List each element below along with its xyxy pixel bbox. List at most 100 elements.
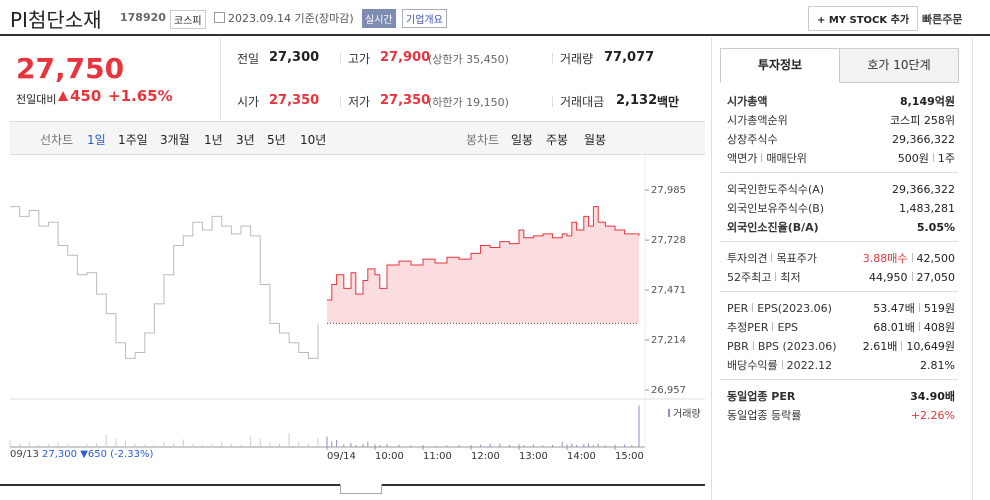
invest-tab[interactable]: 투자정보 <box>720 48 840 83</box>
overview-button[interactable]: 기업개요 <box>402 9 447 28</box>
volume-bar <box>604 445 606 447</box>
up-arrow <box>58 91 68 101</box>
volume-bar <box>202 444 203 447</box>
section-divider <box>720 241 958 242</box>
volume-bar <box>163 442 165 447</box>
collapse-handle[interactable] <box>340 484 382 494</box>
candle-tab[interactable]: 일봉 <box>511 133 534 147</box>
volume-bar <box>523 445 525 447</box>
row-value: 34.90배 <box>910 390 955 403</box>
row-value: 29,366,322 <box>892 132 955 146</box>
volume-bar <box>269 442 271 447</box>
volume-bar <box>518 444 520 447</box>
candle-tab[interactable]: 월봉 <box>584 133 607 147</box>
volume-bar <box>410 445 412 447</box>
volume-bar <box>576 444 578 447</box>
quick-order[interactable]: 빠른주문 <box>922 13 963 26</box>
volume-bar <box>279 443 280 447</box>
section-divider <box>720 291 958 292</box>
row-values: 2.81% <box>920 359 955 372</box>
row-label: 외국인소진율(B/A) <box>727 221 819 234</box>
stat-note: (하한가 19,150) <box>428 96 509 109</box>
volume-bar <box>48 444 49 447</box>
volume-bar <box>76 445 78 447</box>
period-tab[interactable]: 10년 <box>300 133 327 147</box>
volume-bar <box>331 441 333 447</box>
volume-bar <box>211 444 213 447</box>
row-values: 34.90배 <box>910 388 955 404</box>
row-label: 목표주가 <box>767 252 816 265</box>
stat-note: (상한가 35,450) <box>428 53 509 66</box>
candle-tab[interactable]: 주봉 <box>546 133 569 147</box>
row-value: 42,500 <box>908 252 956 265</box>
period-tab[interactable]: 3개월 <box>160 133 190 147</box>
info-row: 외국인소진율(B/A) 5.05% <box>727 218 955 236</box>
volume-bar <box>489 443 491 447</box>
volume-bar <box>355 444 357 447</box>
volume-bar <box>317 438 319 447</box>
volume-bar <box>221 441 223 447</box>
period-tab[interactable]: 5년 <box>267 133 286 147</box>
volume-bar <box>542 445 544 447</box>
period-tab[interactable]: 1일 <box>87 133 106 147</box>
chart-tabs <box>10 121 705 155</box>
y-tick-label: 26,957 <box>651 385 686 396</box>
y-tick-label: 27,214 <box>651 335 686 346</box>
x-tick-label: 09/14 <box>327 451 356 462</box>
volume-bar <box>38 444 40 447</box>
stat-divider <box>340 53 341 64</box>
volume-bar <box>532 444 534 447</box>
row-value: 1,483,281 <box>899 201 955 215</box>
volume-bar <box>173 443 175 447</box>
candle-chart-label: 봉차트 <box>466 133 500 147</box>
invest-tab[interactable]: 호가 10단계 <box>839 48 959 83</box>
x-tick-label: 15:00 <box>615 451 644 462</box>
volume-bar <box>583 444 585 447</box>
row-label: 시가총액순위 <box>727 114 788 127</box>
stat-divider <box>340 96 341 107</box>
info-row: 추정PER EPS 68.01배 408원 <box>727 318 955 336</box>
volume-bar <box>614 444 616 447</box>
volume-bar <box>144 444 146 447</box>
volume-label: 거래량 <box>668 405 701 420</box>
stat-value: 77,077 <box>604 50 655 65</box>
row-values: 8,149억원 <box>900 93 955 109</box>
row-label: 52주최고 <box>727 271 772 284</box>
volume-bar <box>597 443 599 447</box>
row-label: EPS(2023.06) <box>748 302 832 315</box>
row-value: 44,950 <box>869 270 908 284</box>
volume-bar <box>57 442 59 447</box>
row-value: 8,149억원 <box>899 95 955 108</box>
realtime-badge[interactable]: 실시간 <box>362 9 396 28</box>
row-value: 5.05% <box>916 220 955 234</box>
row-value: 2.61배 <box>862 340 898 353</box>
period-tab[interactable]: 1주일 <box>118 133 148 147</box>
period-tab[interactable]: 3년 <box>236 133 255 147</box>
row-labels: 외국인보유주식수(B) <box>727 200 824 216</box>
stat-label: 거래량 <box>560 52 594 66</box>
volume-bar <box>250 436 252 447</box>
row-labels: 동일업종 PER <box>727 388 795 404</box>
volume-bar <box>125 440 126 447</box>
row-label: 투자의견 <box>727 252 768 265</box>
stat-label: 저가 <box>348 95 371 109</box>
volume-bar <box>326 436 328 447</box>
row-values: 53.47배 519원 <box>873 300 955 316</box>
row-value: 1주 <box>929 152 955 165</box>
volume-bar <box>374 444 376 447</box>
price: 27,750 <box>16 52 125 85</box>
volume-bar <box>386 444 388 447</box>
volume-bar <box>134 443 136 447</box>
row-label: 동일업종 등락률 <box>727 409 802 422</box>
prev-day-line <box>10 206 319 359</box>
volume-bar <box>631 445 633 447</box>
period-tab[interactable]: 1년 <box>204 133 223 147</box>
row-labels: PBR BPS (2023.06) <box>727 340 837 353</box>
volume-bar <box>96 443 98 447</box>
stat-divider <box>552 53 553 64</box>
volume-bar <box>592 445 594 447</box>
change-label: 전일대비 <box>16 93 57 106</box>
my-stock-button[interactable]: + MY STOCK 추가 <box>808 6 919 31</box>
info-row: PBR BPS (2023.06) 2.61배 10,649원 <box>727 337 955 355</box>
